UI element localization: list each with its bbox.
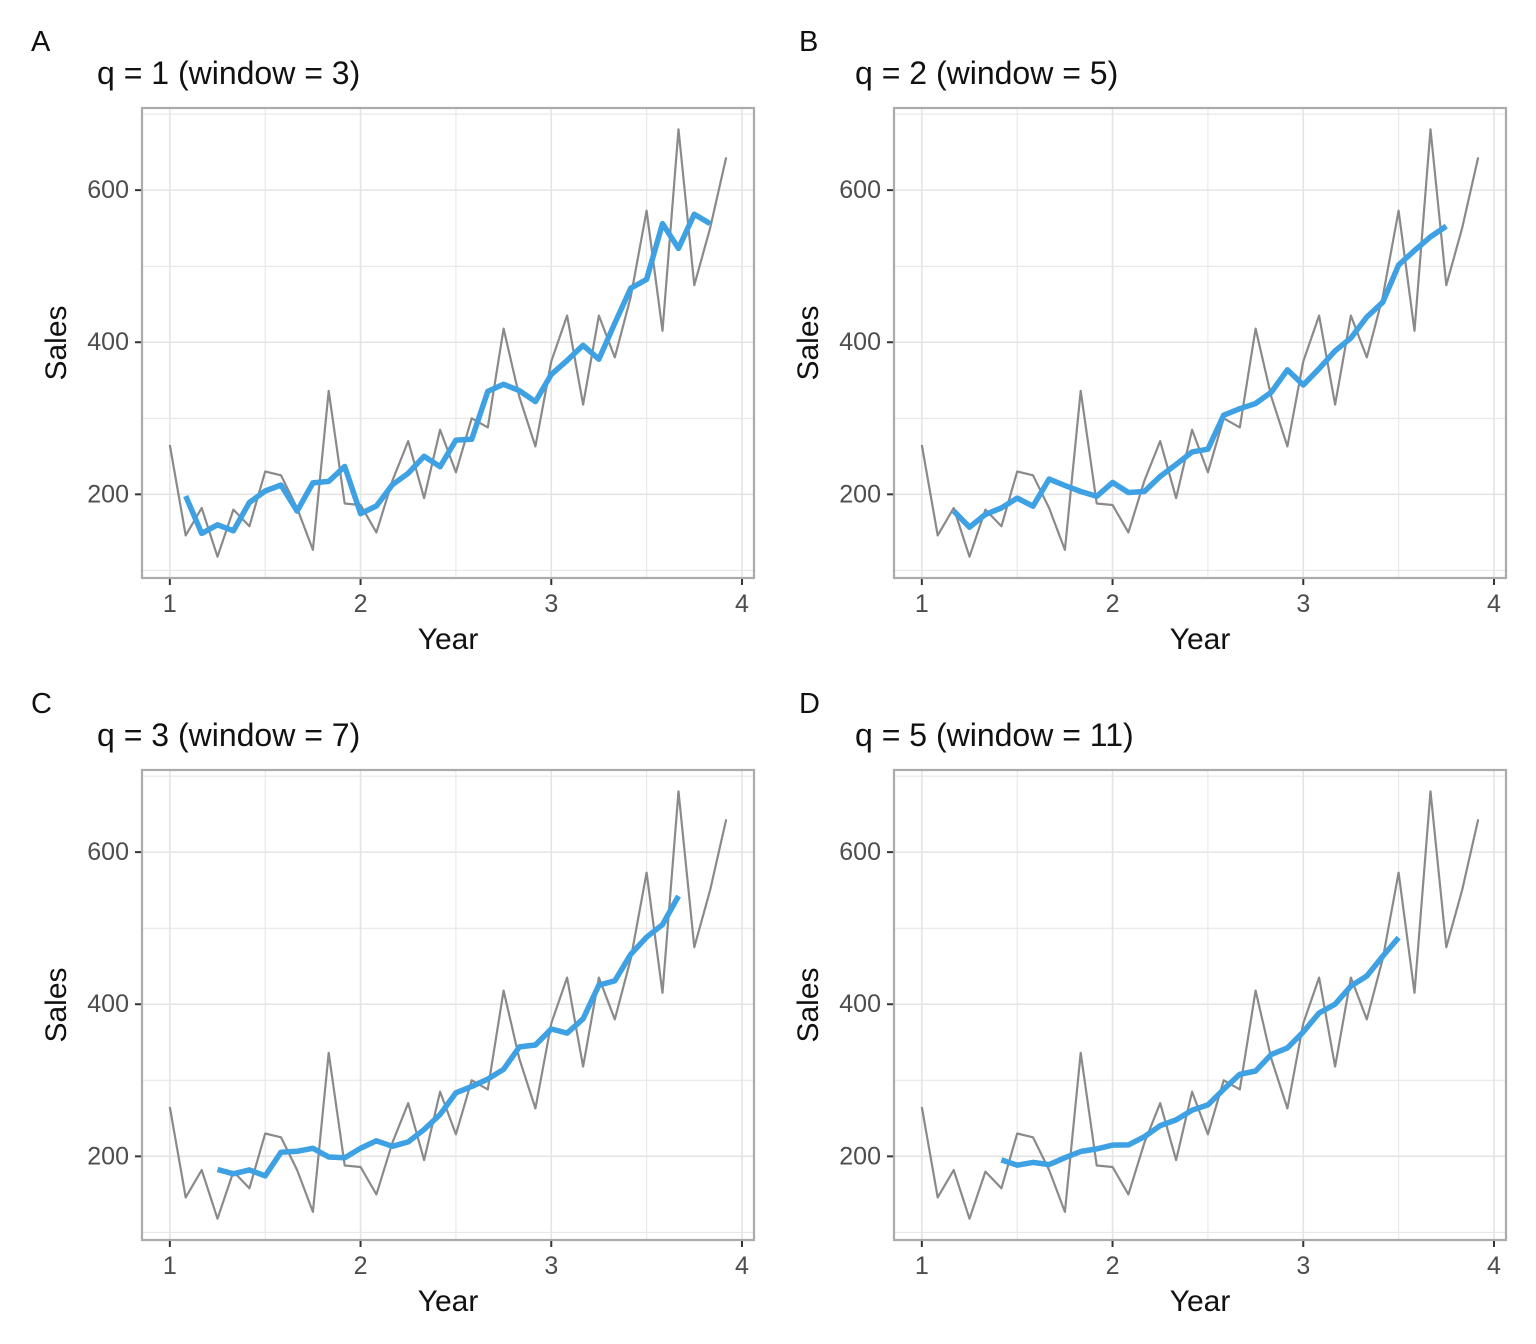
x-axis-title: Year: [418, 623, 479, 656]
moving-average-line-d: [1000, 935, 1401, 1168]
y-tick-label: 400: [87, 328, 129, 356]
panel-b-major-gridlines: [894, 108, 1506, 578]
y-tick-label: 600: [839, 838, 881, 866]
panel-a-plot: 1 2 3 4 200 400 600 Year Sales: [40, 106, 756, 656]
panel-a-major-gridlines: [142, 108, 754, 578]
panel-title-a: q = 1 (window = 3): [97, 55, 361, 91]
panel-d-axis-ticks: 1 2 3 4 200 400 600: [839, 838, 1501, 1280]
panel-title-b: q = 2 (window = 5): [855, 55, 1119, 91]
panel-a-border: [140, 106, 756, 580]
panel-title-d: q = 5 (window = 11): [855, 717, 1134, 753]
x-tick-label: 4: [735, 1252, 749, 1280]
y-tick-label: 200: [839, 1142, 881, 1170]
y-axis-title: Sales: [792, 967, 825, 1042]
x-tick-label: 1: [915, 590, 929, 618]
panel-a-axis-ticks: 1 2 3 4 200 400 600: [87, 176, 749, 618]
moving-average-line-b: [951, 223, 1448, 530]
y-tick-label: 600: [839, 176, 881, 204]
x-tick-label: 1: [163, 590, 177, 618]
y-tick-label: 200: [839, 480, 881, 508]
panel-tag-d: D: [799, 688, 820, 720]
x-axis-title: Year: [1170, 1285, 1231, 1318]
panel-b-plot: 1 2 3 4 200 400 600 Year Sales: [792, 106, 1508, 656]
panel-b-axis-ticks: 1 2 3 4 200 400 600: [839, 176, 1501, 618]
x-tick-label: 2: [1106, 1252, 1120, 1280]
moving-average-line-c: [216, 894, 681, 1179]
raw-sales-line-c: [168, 790, 728, 1220]
panel-tag-c: C: [31, 688, 52, 720]
x-tick-label: 2: [354, 590, 368, 618]
raw-sales-line-d: [920, 790, 1480, 1220]
x-axis-title: Year: [418, 1285, 479, 1318]
y-tick-label: 400: [839, 328, 881, 356]
panel-d-border: [892, 768, 1508, 1242]
y-tick-label: 600: [87, 176, 129, 204]
x-tick-label: 4: [1487, 1252, 1501, 1280]
panel-c-axis-ticks: 1 2 3 4 200 400 600: [87, 838, 749, 1280]
panel-tag-a: A: [31, 26, 51, 58]
y-tick-label: 400: [87, 990, 129, 1018]
panel-tag-b: B: [799, 26, 819, 58]
moving-average-line-a: [183, 211, 712, 537]
y-axis-title: Sales: [792, 305, 825, 380]
panel-c-plot: 1 2 3 4 200 400 600 Year Sales: [40, 768, 756, 1318]
x-tick-label: 2: [1106, 590, 1120, 618]
y-axis-title: Sales: [40, 967, 73, 1042]
x-tick-label: 2: [354, 1252, 368, 1280]
x-axis-title: Year: [1170, 623, 1231, 656]
y-tick-label: 200: [87, 1142, 129, 1170]
x-tick-label: 3: [1296, 1252, 1310, 1280]
panel-d-plot: 1 2 3 4 200 400 600 Year Sales: [792, 768, 1508, 1318]
y-tick-label: 400: [839, 990, 881, 1018]
panel-title-c: q = 3 (window = 7): [97, 717, 361, 753]
panel-d-major-gridlines: [894, 770, 1506, 1240]
y-tick-label: 600: [87, 838, 129, 866]
panel-b-border: [892, 106, 1508, 580]
panel-c-border: [140, 768, 756, 1242]
x-tick-label: 1: [163, 1252, 177, 1280]
x-tick-label: 3: [544, 590, 558, 618]
x-tick-label: 4: [1487, 590, 1501, 618]
panel-c-major-gridlines: [142, 770, 754, 1240]
x-tick-label: 4: [735, 590, 749, 618]
x-tick-label: 3: [1296, 590, 1310, 618]
x-tick-label: 1: [915, 1252, 929, 1280]
x-tick-label: 3: [544, 1252, 558, 1280]
y-tick-label: 200: [87, 480, 129, 508]
y-axis-title: Sales: [40, 305, 73, 380]
